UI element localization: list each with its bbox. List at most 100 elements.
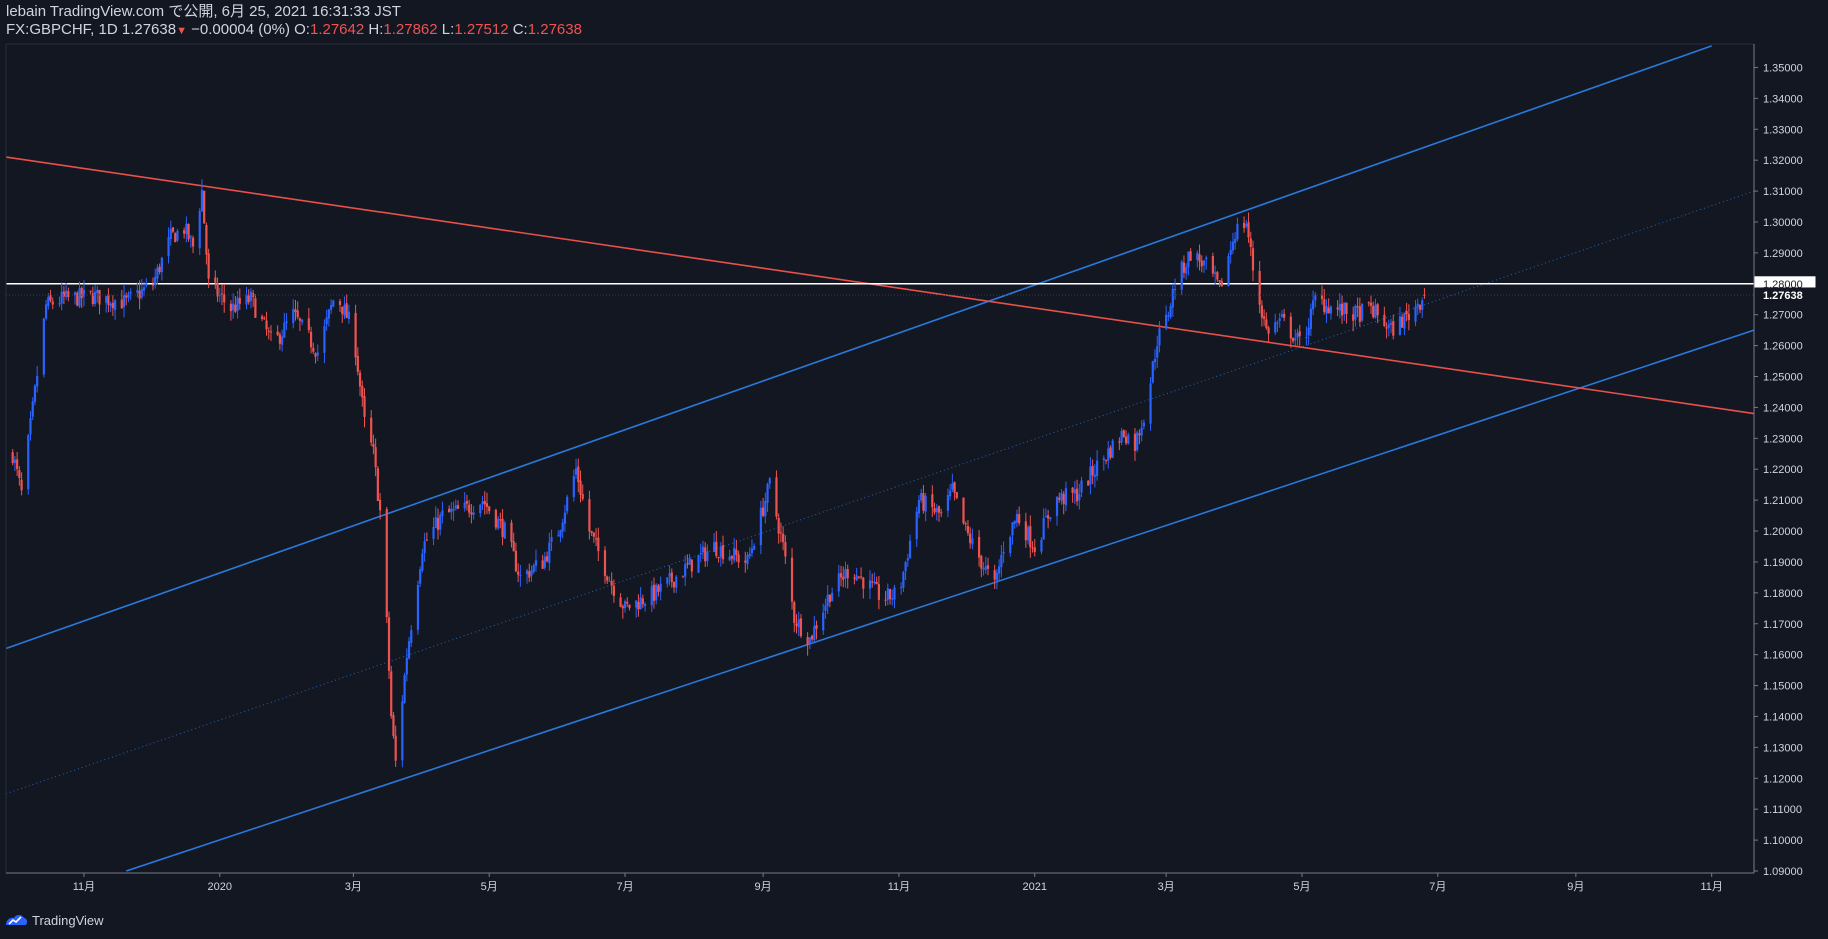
candle bbox=[1153, 349, 1157, 371]
candle bbox=[183, 227, 186, 239]
candle bbox=[721, 535, 725, 564]
candle bbox=[114, 299, 117, 320]
candle bbox=[1200, 255, 1203, 273]
time-axis[interactable]: 11月 2020 3月 5月 7月 9月 11月 2021 3月 5月 7月 9月 11月 bbox=[73, 873, 1723, 893]
candle bbox=[263, 316, 266, 321]
candle bbox=[690, 559, 693, 578]
candle bbox=[465, 494, 469, 511]
candle bbox=[387, 611, 391, 679]
candle bbox=[643, 602, 647, 612]
time-tick-label: 3月 bbox=[345, 881, 362, 893]
candle bbox=[93, 284, 97, 307]
candle bbox=[1127, 432, 1130, 445]
symbol-label[interactable]: FX:GBPCHF, 1D 1.27638 bbox=[6, 21, 177, 38]
candle bbox=[247, 289, 250, 305]
candle bbox=[494, 508, 497, 531]
candle bbox=[728, 549, 731, 562]
candle bbox=[1305, 326, 1308, 346]
candle bbox=[713, 533, 716, 553]
candle bbox=[343, 296, 346, 320]
candle bbox=[11, 449, 14, 466]
candle bbox=[1047, 509, 1050, 529]
candle bbox=[1267, 325, 1270, 342]
candle bbox=[223, 284, 226, 313]
candle bbox=[873, 572, 876, 585]
candle bbox=[1338, 293, 1341, 319]
candle bbox=[628, 604, 631, 611]
resistance-line[interactable] bbox=[5, 156, 1755, 415]
candle bbox=[891, 589, 894, 606]
candle bbox=[278, 332, 281, 351]
candle bbox=[1013, 520, 1016, 529]
candle bbox=[592, 532, 595, 543]
candle bbox=[846, 564, 849, 589]
price-tick-label: 1.17000 bbox=[1763, 619, 1803, 631]
candle bbox=[1356, 297, 1359, 318]
candle bbox=[47, 293, 50, 310]
candle bbox=[307, 308, 310, 334]
candle bbox=[1049, 517, 1052, 522]
candle bbox=[761, 497, 765, 518]
candle bbox=[969, 527, 972, 549]
candle bbox=[472, 505, 475, 520]
price-axis[interactable]: 1.35000 1.34000 1.33000 1.32000 1.31000 1.300… bbox=[1754, 62, 1803, 878]
candle bbox=[370, 410, 373, 447]
candle bbox=[590, 530, 593, 536]
candle bbox=[904, 560, 907, 581]
candle bbox=[18, 466, 21, 486]
candle bbox=[962, 497, 965, 525]
candle bbox=[810, 634, 814, 642]
candle bbox=[301, 318, 304, 326]
channel-upper-line[interactable] bbox=[5, 45, 1712, 650]
candle bbox=[559, 529, 562, 543]
candle bbox=[753, 543, 756, 551]
candle bbox=[799, 614, 803, 639]
price-tick-label: 1.23000 bbox=[1763, 433, 1803, 445]
candle bbox=[982, 562, 985, 576]
low-label: L: bbox=[441, 21, 455, 38]
candle bbox=[900, 582, 903, 595]
candle bbox=[1376, 302, 1379, 324]
candle bbox=[394, 725, 397, 767]
chart-frame bbox=[5, 43, 1755, 874]
candle bbox=[1336, 300, 1339, 317]
candle bbox=[31, 397, 34, 421]
price-tick-label: 1.09000 bbox=[1763, 866, 1803, 878]
tradingview-footer[interactable]: TradingView bbox=[4, 910, 104, 930]
candle bbox=[1133, 428, 1137, 461]
candle bbox=[140, 279, 143, 300]
candle bbox=[1173, 278, 1177, 300]
candle bbox=[1354, 304, 1357, 327]
price-tick-label: 1.30000 bbox=[1763, 217, 1803, 229]
candle bbox=[623, 599, 627, 613]
candle bbox=[80, 286, 83, 309]
price-tick-label: 1.16000 bbox=[1763, 650, 1803, 662]
candle bbox=[198, 208, 201, 256]
candle bbox=[826, 585, 829, 615]
channel-mid-line[interactable] bbox=[5, 190, 1755, 795]
candle bbox=[488, 505, 491, 515]
candle bbox=[931, 485, 934, 517]
candle bbox=[276, 325, 279, 337]
candle bbox=[189, 234, 192, 248]
candle bbox=[338, 298, 342, 312]
candle bbox=[1002, 541, 1005, 563]
candle bbox=[1156, 335, 1159, 368]
candle bbox=[1340, 295, 1344, 324]
candle bbox=[715, 531, 718, 559]
candle bbox=[877, 575, 880, 610]
channel-lower-line[interactable] bbox=[125, 329, 1755, 872]
chart-header: lebain TradingView.com で公開, 6月 25, 2021 … bbox=[6, 3, 582, 40]
candle bbox=[1087, 479, 1090, 486]
candle bbox=[456, 500, 460, 510]
candle bbox=[176, 228, 179, 242]
candle bbox=[1231, 232, 1235, 255]
candle bbox=[356, 347, 359, 376]
candle bbox=[666, 577, 669, 588]
candle bbox=[621, 604, 624, 619]
candle bbox=[853, 574, 856, 585]
candle bbox=[746, 552, 749, 570]
